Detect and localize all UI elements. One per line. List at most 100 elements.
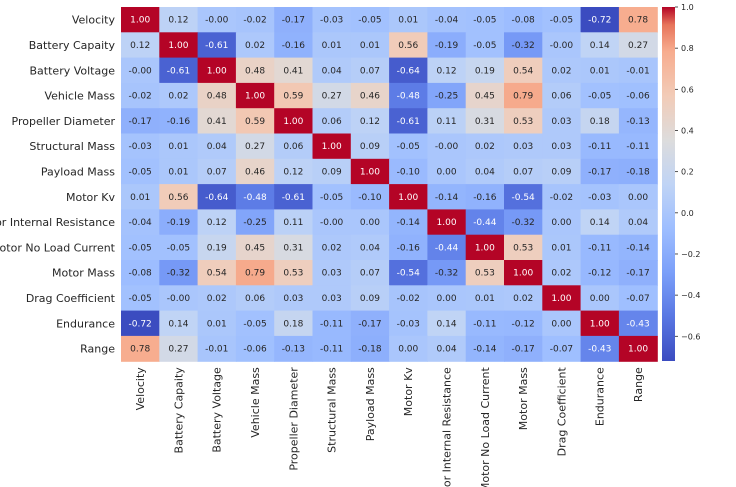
cell-value: -0.03 [397, 319, 420, 329]
cell-value: -0.17 [282, 16, 305, 26]
cell-value: 0.02 [322, 243, 342, 253]
heatmap-cell [235, 234, 275, 261]
heatmap-cell [312, 310, 352, 337]
cell-value: -0.01 [626, 66, 649, 76]
cell-value: 0.79 [513, 92, 533, 102]
cell-value: -0.05 [129, 243, 152, 253]
column-labels: Velocity Battery Capaity Battery Voltage Ve… [134, 367, 645, 487]
cell-value: 0.02 [475, 142, 495, 152]
heatmap-cell [350, 108, 390, 135]
cell-value: -0.02 [243, 16, 266, 26]
colorbar-tick-label: 0.0 [681, 209, 694, 218]
cell-value: 0.06 [245, 294, 265, 304]
heatmap-cell [235, 209, 275, 236]
cell-value: -0.43 [588, 345, 611, 355]
heatmap-cell [312, 158, 352, 185]
heatmap-cell [618, 82, 658, 109]
heatmap-cell [159, 133, 199, 160]
heatmap-cell [504, 260, 543, 286]
cell-value: 1.00 [398, 193, 418, 203]
cell-value: 1.00 [360, 167, 380, 177]
cell-value: 0.53 [475, 269, 495, 279]
colorbar: 1.0 0.8 0.6 0.4 0.2 0.0 −0.2 −0.4 −0.6 [662, 3, 700, 361]
cell-value: 0.04 [322, 66, 342, 76]
cell-value: -0.61 [397, 117, 420, 127]
heatmap-cell [350, 133, 390, 160]
heatmap-cell [389, 260, 428, 286]
cell-value: 1.00 [551, 294, 571, 304]
heatmap-cell [121, 82, 160, 109]
cell-value: -0.02 [129, 92, 152, 102]
heatmap-cell [159, 82, 199, 109]
column-label: Motor Internal Resistance [441, 367, 454, 487]
heatmap-cell [618, 32, 658, 59]
heatmap-cell [580, 57, 620, 84]
cell-value: 0.12 [437, 66, 457, 76]
heatmap-cell [542, 209, 582, 236]
heatmap-cell [580, 133, 620, 160]
heatmap-cell [618, 285, 658, 312]
cell-value: 0.53 [283, 269, 303, 279]
cell-value: -0.08 [129, 269, 153, 279]
heatmap-cell [389, 335, 428, 362]
cell-value: -0.10 [358, 193, 382, 203]
heatmap-cell [427, 7, 467, 33]
cell-value: -0.72 [588, 16, 611, 26]
heatmap-cell [618, 184, 658, 210]
cell-value: -0.16 [473, 193, 497, 203]
cell-value: 0.79 [245, 269, 265, 279]
cell-value: 0.02 [513, 294, 533, 304]
cell-value: -0.54 [512, 193, 536, 203]
heatmap-cell [542, 184, 582, 210]
cell-value: 0.18 [590, 117, 610, 127]
heatmap-cell [465, 158, 505, 185]
cell-value: 0.41 [207, 117, 227, 127]
heatmap-cell [274, 260, 314, 286]
heatmap-cell [121, 209, 160, 236]
cell-value: 0.01 [207, 319, 227, 329]
cell-value: 0.31 [475, 117, 495, 127]
cell-value: 0.03 [322, 269, 342, 279]
row-label: Vehicle Mass [44, 90, 115, 103]
cell-value: 0.12 [360, 117, 380, 127]
heatmap-cell [197, 57, 237, 84]
cell-value: -0.03 [588, 193, 611, 203]
heatmap-cell [427, 335, 467, 362]
cell-value: 0.01 [590, 66, 610, 76]
heatmap-cell [121, 260, 160, 286]
cell-value: -0.13 [626, 117, 649, 127]
cell-value: -0.10 [397, 167, 421, 177]
heatmap-cell [465, 209, 505, 236]
heatmap-cell [159, 57, 199, 84]
cell-value: 0.14 [590, 41, 610, 51]
cell-value: 0.03 [551, 142, 571, 152]
cell-value: 0.06 [283, 142, 303, 152]
heatmap-cell [465, 260, 505, 286]
row-label: Motor No Load Current [0, 241, 116, 254]
heatmap-cell [197, 7, 237, 33]
heatmap-cell [235, 310, 275, 337]
heatmap-cell [389, 285, 428, 312]
column-label: Motor No Load Current [479, 367, 492, 487]
cell-value: -0.05 [167, 243, 190, 253]
heatmap-cell [542, 133, 582, 160]
cell-value: -0.25 [243, 218, 266, 228]
heatmap-cell [312, 335, 352, 362]
colorbar-gradient [662, 7, 675, 361]
heatmap-cell [159, 184, 199, 210]
heatmap-cell [274, 82, 314, 109]
cell-value: 0.56 [398, 41, 418, 51]
cell-value: 0.00 [437, 167, 457, 177]
cell-value: -0.19 [167, 218, 191, 228]
heatmap-cell [542, 82, 582, 109]
cell-value: 0.27 [245, 142, 265, 152]
column-label: Drag Coefficient [555, 367, 568, 457]
cell-value: -0.17 [626, 269, 649, 279]
cell-value: 1.00 [322, 142, 342, 152]
heatmap-cell [274, 209, 314, 236]
column-label: Propeller Diameter [287, 367, 300, 471]
column-label: Battery Voltage [211, 367, 224, 453]
heatmap-cell [618, 133, 658, 160]
cell-value: 1.00 [245, 92, 265, 102]
cell-value: -0.17 [358, 319, 381, 329]
